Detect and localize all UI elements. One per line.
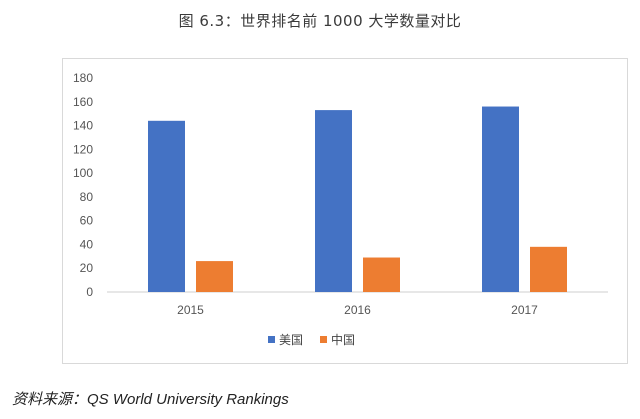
y-tick-label: 0 [86, 285, 93, 299]
x-tick-label: 2015 [177, 303, 204, 317]
y-axis-ticks: 0 20 40 60 80 100 120 140 160 180 [73, 71, 93, 299]
bar-2017-series-1 [482, 106, 519, 293]
y-tick-label: 160 [73, 95, 93, 109]
legend-swatch [320, 336, 327, 343]
legend: 美国 中国 [268, 332, 355, 347]
y-tick-label: 20 [80, 261, 94, 275]
y-tick-label: 40 [80, 237, 94, 251]
bar-2016-series-2 [363, 257, 400, 292]
bar-2015-series-2 [196, 261, 233, 292]
y-tick-label: 120 [73, 142, 93, 156]
y-tick-label: 180 [73, 71, 93, 85]
y-tick-label: 60 [80, 214, 94, 228]
y-tick-label: 80 [80, 190, 94, 204]
legend-label: 美国 [279, 333, 303, 347]
bars-group [148, 106, 567, 293]
chart-title: 图 6.3：世界排名前 1000 大学数量对比 [178, 12, 462, 30]
legend-label: 中国 [331, 332, 355, 347]
source-note: 资料来源：QS World University Rankings [12, 391, 289, 408]
x-tick-label: 2016 [344, 303, 371, 317]
x-tick-label: 2017 [511, 303, 538, 317]
bar-2016-series-1 [315, 110, 352, 292]
bar-2015-series-1 [148, 120, 185, 292]
x-axis-ticks: 2015 2016 2017 [177, 303, 538, 317]
y-tick-label: 100 [73, 166, 93, 180]
legend-swatch [268, 336, 275, 343]
bar-2017-series-2 [530, 246, 567, 292]
y-tick-label: 140 [73, 119, 93, 133]
